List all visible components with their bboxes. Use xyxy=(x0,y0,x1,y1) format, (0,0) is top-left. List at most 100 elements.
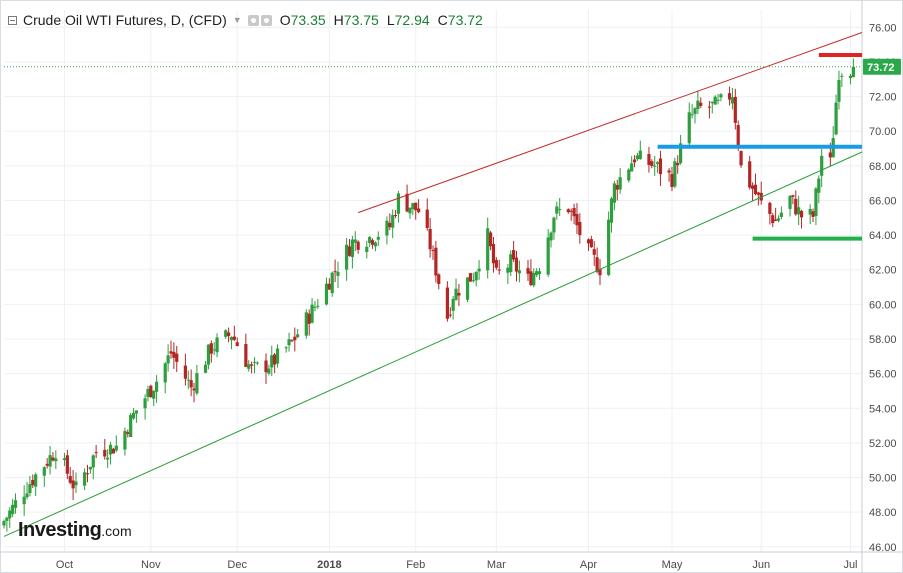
candle-body-up xyxy=(776,218,781,221)
candle-body-up xyxy=(13,500,18,508)
candle-body-up xyxy=(25,493,29,498)
candle-body-up xyxy=(506,267,510,273)
y-axis-tick-label: 70.00 xyxy=(869,126,897,138)
candle-body-up xyxy=(310,304,314,323)
candle-body-up xyxy=(609,198,614,223)
candle-body-down xyxy=(414,202,418,211)
candle-body-down xyxy=(791,195,795,197)
candle-body-down xyxy=(589,239,593,248)
candle-body-up xyxy=(474,272,478,281)
candle-body-up xyxy=(465,277,470,300)
chevron-down-icon[interactable]: ▼ xyxy=(232,15,242,25)
candle-body-down xyxy=(244,344,248,367)
candle-body-up xyxy=(154,381,159,392)
candle-body-down xyxy=(497,269,501,271)
candle-body-up xyxy=(28,484,32,493)
candle-body-down xyxy=(753,184,758,194)
x-axis-tick-label: Jul xyxy=(843,559,857,571)
candle-body-down xyxy=(45,463,49,466)
candle-body-up xyxy=(304,312,308,336)
y-axis-tick-label: 60.00 xyxy=(869,299,897,311)
candle-body-down xyxy=(209,343,213,354)
candle-body-down xyxy=(226,332,231,337)
candle-body-down xyxy=(189,380,193,388)
candle-body-up xyxy=(91,455,95,468)
y-axis-tick-label: 46.00 xyxy=(869,542,897,554)
candle-body-up xyxy=(385,220,389,236)
candle-body-down xyxy=(572,208,576,217)
candle-body-up xyxy=(477,268,481,272)
candle-body-up xyxy=(549,232,553,241)
candle-body-up xyxy=(618,177,622,190)
candle-body-up xyxy=(336,271,340,276)
candle-body-up xyxy=(713,96,717,105)
candle-body-up xyxy=(224,330,228,337)
candle-body-up xyxy=(710,101,714,104)
candle-body-down xyxy=(575,214,579,226)
candle-body-down xyxy=(514,257,519,272)
candle-body-down xyxy=(31,479,35,486)
candle-body-up xyxy=(451,298,455,311)
candle-body-down xyxy=(103,449,107,457)
ohlc-high-label: H xyxy=(333,12,344,28)
eye-icon[interactable] xyxy=(247,14,259,26)
candle-body-up xyxy=(48,455,52,467)
candle-body-up xyxy=(143,398,147,409)
candle-body-up xyxy=(517,270,521,274)
y-axis-tick-label: 48.00 xyxy=(869,507,897,519)
candle-body-up xyxy=(11,504,15,515)
candle-body-up xyxy=(195,373,199,394)
lower-channel-line xyxy=(3,151,863,537)
candle-body-up xyxy=(558,209,562,211)
candle-body-up xyxy=(396,193,401,214)
candle-body-up xyxy=(546,237,550,275)
candle-body-up xyxy=(837,80,841,102)
candle-body-up xyxy=(316,305,320,307)
candle-body-up xyxy=(471,280,475,282)
candle-body-up xyxy=(345,244,349,270)
x-axis-tick-label: Jun xyxy=(752,559,770,571)
ohlc-close-value: 73.72 xyxy=(447,12,483,28)
candle-body-up xyxy=(532,272,536,286)
candle-body-up xyxy=(22,496,26,505)
candle-body-up xyxy=(820,155,824,176)
candle-body-down xyxy=(828,152,832,158)
candle-body-down xyxy=(739,150,743,166)
x-axis-tick-label: Dec xyxy=(227,559,247,571)
candle-body-up xyxy=(537,271,542,274)
candle-body-up xyxy=(690,114,694,116)
candle-body-up xyxy=(673,161,677,187)
candle-body-down xyxy=(707,106,712,108)
candle-body-up xyxy=(365,246,369,252)
ohlc-open-label: O xyxy=(279,12,291,28)
gear-icon[interactable] xyxy=(260,14,272,26)
candle-body-up xyxy=(638,150,642,160)
candle-body-up xyxy=(123,430,127,450)
candle-body-down xyxy=(586,239,591,244)
candle-body-down xyxy=(768,202,772,214)
candle-body-down xyxy=(676,163,680,166)
x-axis-tick-label: Apr xyxy=(580,559,597,571)
collapse-icon[interactable] xyxy=(8,15,17,25)
candle-body-up xyxy=(391,215,395,228)
candle-body-down xyxy=(748,161,752,188)
candle-body-up xyxy=(54,458,58,462)
candle-body-up xyxy=(215,337,219,353)
candle-body-up xyxy=(106,457,110,460)
candle-body-down xyxy=(333,271,337,273)
candle-body-down xyxy=(494,259,498,268)
ohlc-close-label: C xyxy=(437,12,448,28)
candle-body-down xyxy=(771,215,775,224)
candle-body-down xyxy=(264,360,268,373)
candle-body-up xyxy=(630,163,634,172)
candle-body-down xyxy=(595,257,599,272)
candle-body-down xyxy=(68,476,72,483)
candle-body-down xyxy=(428,228,432,250)
candle-body-up xyxy=(535,271,539,276)
candle-body-down xyxy=(149,385,153,398)
candle-body-down xyxy=(85,473,90,475)
candle-body-down xyxy=(431,250,435,252)
candle-body-up xyxy=(229,337,234,341)
last-price-badge xyxy=(863,58,901,75)
